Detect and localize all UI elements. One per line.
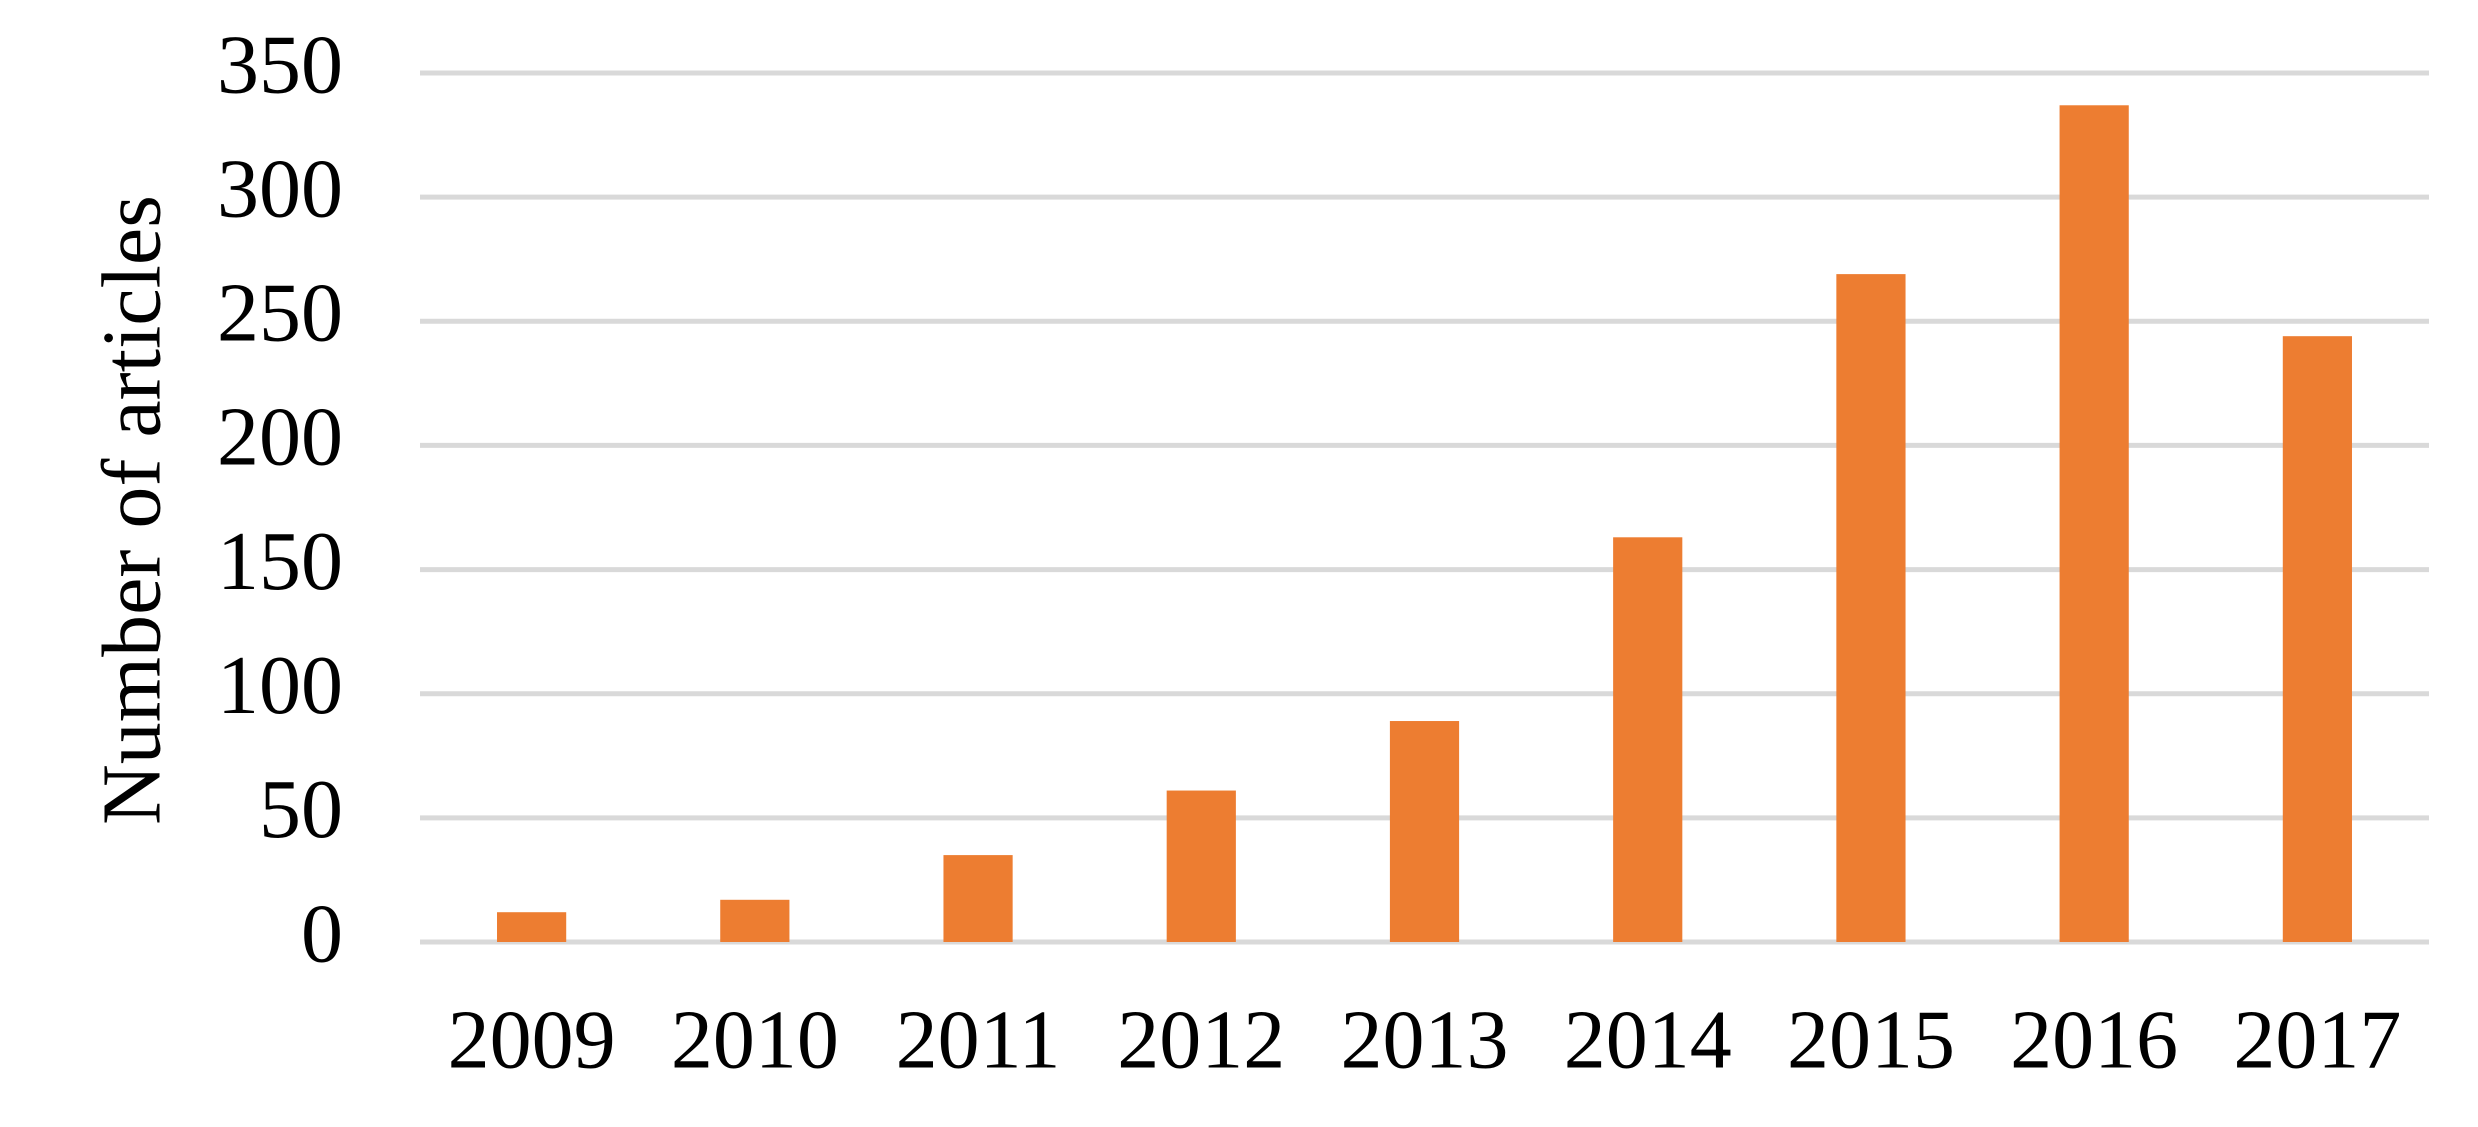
y-tick-label: 50 <box>259 763 343 856</box>
y-tick-label: 100 <box>217 639 343 732</box>
bar <box>1836 274 1906 942</box>
bar <box>1389 721 1460 942</box>
y-tick-label: 0 <box>301 887 343 980</box>
x-tick-label: 2016 <box>2010 993 2178 1086</box>
bar <box>720 899 790 942</box>
y-axis-title: Number of articles <box>85 195 178 825</box>
x-tick-label: 2017 <box>2233 993 2401 1086</box>
bar <box>1166 790 1236 942</box>
bar <box>497 912 567 942</box>
bar <box>943 855 1013 942</box>
y-tick-label: 200 <box>217 391 343 484</box>
x-tick-label: 2012 <box>1117 993 1285 1086</box>
y-tick-label: 300 <box>217 142 343 235</box>
x-tick-label: 2015 <box>1787 993 1955 1086</box>
x-tick-label: 2011 <box>896 993 1061 1086</box>
x-tick-label: 2010 <box>671 993 839 1086</box>
x-tick-label: 2009 <box>448 993 616 1086</box>
x-tick-label: 2014 <box>1564 993 1732 1086</box>
bar <box>2059 105 2129 942</box>
y-tick-label: 250 <box>217 267 343 360</box>
x-tick-label: 2013 <box>1341 993 1509 1086</box>
bar <box>1613 537 1683 942</box>
y-tick-label: 150 <box>217 515 343 608</box>
bar <box>2282 336 2352 942</box>
y-tick-label: 350 <box>217 18 343 111</box>
